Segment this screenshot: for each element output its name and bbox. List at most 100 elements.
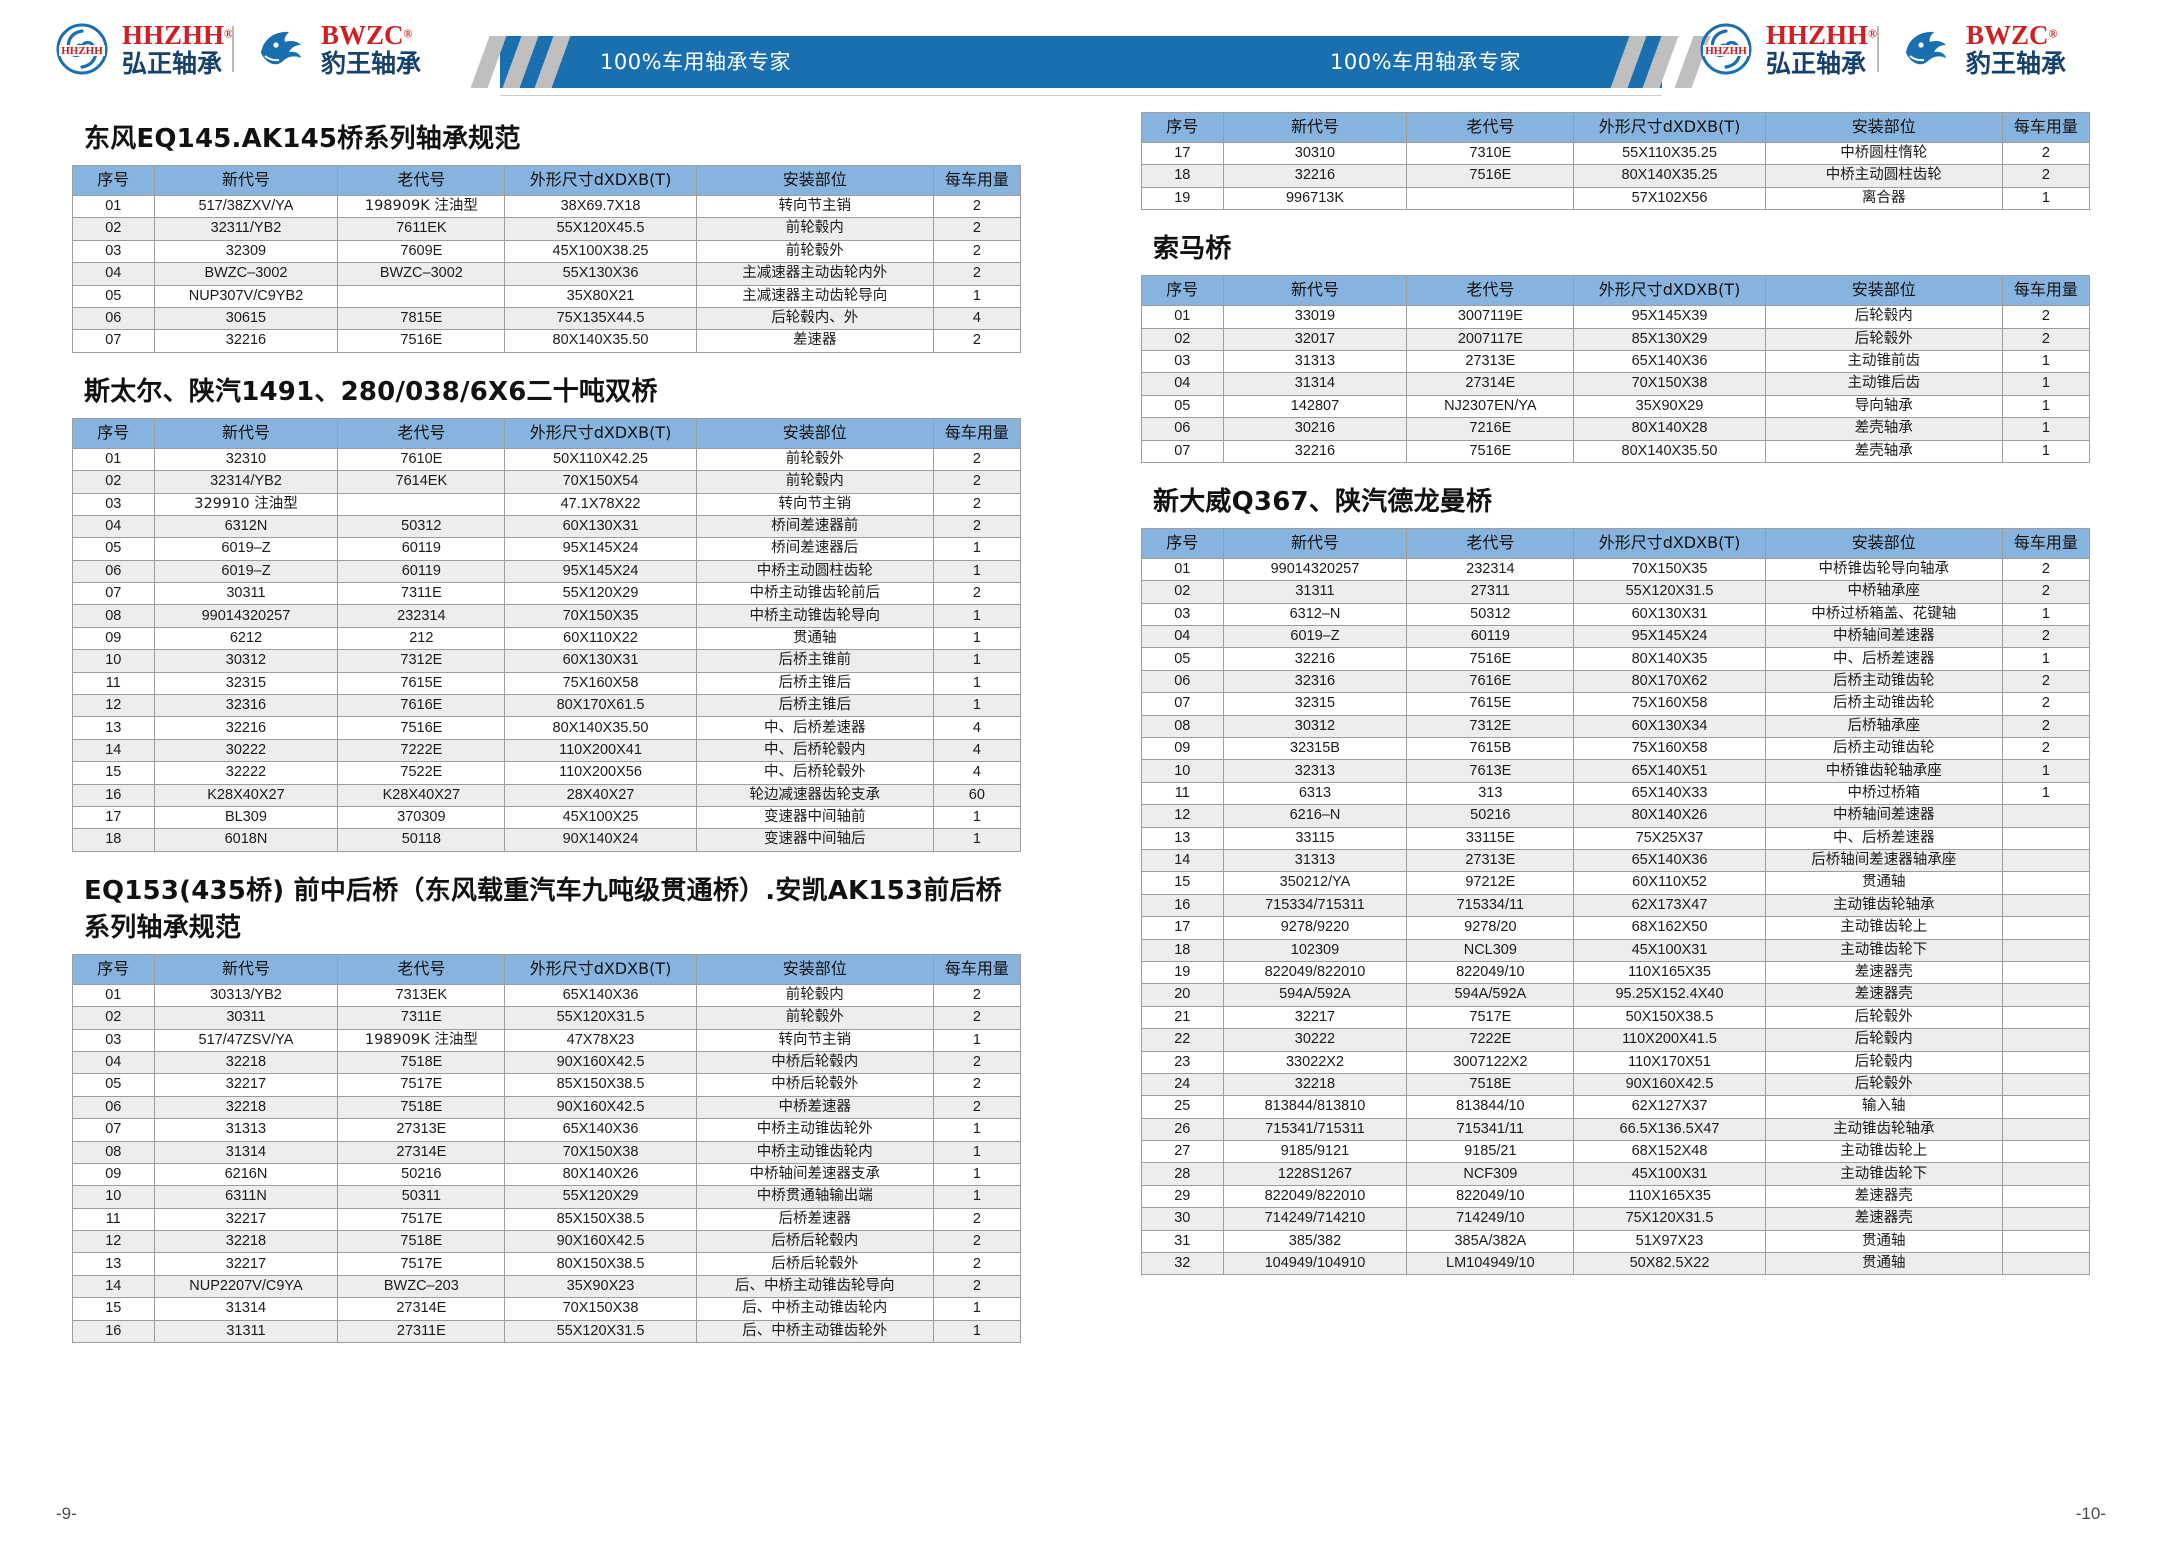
cell-no: 15 xyxy=(1141,871,1224,895)
cell-dim: 35X90X29 xyxy=(1573,394,1766,419)
cell-dim: 45X100X31 xyxy=(1573,1162,1766,1186)
cell-no: 06 xyxy=(1141,417,1224,441)
cell-no: 31 xyxy=(1141,1229,1224,1254)
table-row: 07 32315 7615E 75X160X58 后桥主动锥齿轮 2 xyxy=(1141,692,2091,716)
table-header-row: 序号 新代号 老代号 外形尺寸dXDXB(T) 安装部位 每车用量 xyxy=(1141,112,2091,143)
table-row: 14 30222 7222E 110X200X41 中、后桥轮毂内 4 xyxy=(72,738,1022,763)
cell-pos: 导向轴承 xyxy=(1764,394,2003,419)
cell-pos: 前轮毂外 xyxy=(695,447,934,472)
cell-qty: 2 xyxy=(932,1207,1022,1232)
column-header-2: 老代号 xyxy=(1406,527,1575,559)
cell-new: 32216 xyxy=(1222,647,1408,671)
column-header-0: 序号 xyxy=(72,165,155,196)
table-row: 26 715341/715311 715341/11 66.5X136.5X47 主动锥… xyxy=(1141,1117,2091,1142)
column-header-5: 每车用量 xyxy=(932,165,1022,196)
table-row: 01 33019 3007119E 95X145X39 后轮毂内 2 xyxy=(1141,305,2091,329)
cell-dim: 55X120X31.5 xyxy=(504,1006,697,1030)
cell-no: 14 xyxy=(72,738,155,763)
cell-pos: 中桥差速器 xyxy=(695,1095,934,1120)
spec-table-q367: 序号 新代号 老代号 外形尺寸dXDXB(T) 安装部位 每车用量 01 9901432025… xyxy=(1141,527,2091,1276)
cell-dim: 70X150X35 xyxy=(1573,557,1766,582)
cell-new: 30311 xyxy=(153,582,339,606)
cell-pos: 后桥后轮毂内 xyxy=(695,1230,934,1254)
cell-no: 30 xyxy=(1141,1207,1224,1231)
cell-pos: 主动锥齿轮下 xyxy=(1764,938,2003,962)
cell-pos: 中、后桥差速器 xyxy=(695,716,934,740)
cell-qty: 2 xyxy=(2001,714,2091,739)
cell-old: 7609E xyxy=(337,239,506,264)
cell-qty xyxy=(2001,848,2091,873)
cell-no: 19 xyxy=(1141,186,1224,211)
cell-new: 6313 xyxy=(1222,781,1408,806)
cell-pos: 桥间差速器后 xyxy=(695,537,934,561)
table-row: 06 32218 7518E 90X160X42.5 中桥差速器 2 xyxy=(72,1095,1022,1120)
cell-old: 198909K 注油型 xyxy=(337,194,506,219)
cell-qty: 2 xyxy=(932,1073,1022,1097)
cell-dim: 45X100X31 xyxy=(1573,938,1766,962)
cell-no: 18 xyxy=(1141,164,1224,188)
cell-old: 9278/20 xyxy=(1406,916,1575,940)
hhzhh-logo-icon: HHZHH xyxy=(56,23,108,75)
cell-new: 32017 xyxy=(1222,327,1408,351)
cell-dim: 80X140X26 xyxy=(1573,804,1766,828)
cell-old: 27314E xyxy=(337,1140,506,1164)
column-header-0: 序号 xyxy=(1141,275,1224,307)
cell-pos: 后、中桥主动锥齿轮内 xyxy=(695,1297,934,1321)
table-row: 18 6018N 50118 90X140X24 变速器中间轴后 1 xyxy=(72,828,1022,852)
cell-no: 12 xyxy=(72,694,155,718)
column-header-3: 外形尺寸dXDXB(T) xyxy=(1573,112,1766,143)
table-row: 01 30313/YB2 7313EK 65X140X36 前轮毂内 2 xyxy=(72,983,1022,1008)
cell-dim: 65X140X51 xyxy=(1573,759,1766,783)
cell-no: 04 xyxy=(72,1050,155,1075)
column-header-3: 外形尺寸dXDXB(T) xyxy=(504,953,697,985)
cell-no: 04 xyxy=(1141,625,1224,649)
cell-qty: 2 xyxy=(932,1230,1022,1254)
cell-new: 350212/YA xyxy=(1222,871,1408,895)
cell-pos: 中桥轴承座 xyxy=(1764,580,2003,604)
column-header-5: 每车用量 xyxy=(932,417,1022,449)
cell-old: 7312E xyxy=(1406,714,1575,739)
cell-new: 32216 xyxy=(153,329,339,353)
cell-old: 50216 xyxy=(1406,804,1575,828)
column-header-4: 安装部位 xyxy=(1764,527,2003,559)
cell-pos: 中、后桥轮毂外 xyxy=(695,761,934,785)
cell-dim: 50X150X38.5 xyxy=(1573,1005,1766,1030)
cell-dim: 66.5X136.5X47 xyxy=(1573,1117,1766,1142)
cell-pos: 主动锥前齿 xyxy=(1764,349,2003,374)
cell-no: 04 xyxy=(72,514,155,539)
cell-pos: 中桥过桥箱 xyxy=(1764,781,2003,806)
cell-new: 32309 xyxy=(153,239,339,264)
cell-pos: 贯通轴 xyxy=(1764,871,2003,895)
logo-divider xyxy=(232,26,234,72)
cell-dim: 75X160X58 xyxy=(1573,737,1766,761)
cell-no: 03 xyxy=(72,239,155,264)
cell-dim: 110X200X41.5 xyxy=(1573,1028,1766,1052)
cell-dim: 110X165X35 xyxy=(1573,1184,1766,1209)
column-header-4: 安装部位 xyxy=(1764,275,2003,307)
table-row: 03 6312–N 50312 60X130X31 中桥过桥箱盖、花键轴 1 xyxy=(1141,602,2091,627)
section-title-eq153: EQ153(435桥) 前中后桥（东风载重汽车九吨级贯通桥）.安凯AK153前后… xyxy=(84,875,1002,943)
cell-new: 32316 xyxy=(1222,669,1408,694)
column-header-1: 新代号 xyxy=(153,953,339,985)
cell-no: 01 xyxy=(72,194,155,219)
cell-dim: 90X160X42.5 xyxy=(504,1095,697,1120)
logo-divider xyxy=(1877,26,1879,72)
cell-qty: 2 xyxy=(2001,625,2091,649)
cell-old: 50312 xyxy=(337,514,506,539)
cell-old: 60119 xyxy=(337,559,506,584)
cell-old: BWZC–3002 xyxy=(337,262,506,286)
cell-new: 32216 xyxy=(1222,439,1408,463)
table-row: 22 30222 7222E 110X200X41.5 后轮毂内 xyxy=(1141,1028,2091,1052)
table-row: 11 6313 313 65X140X33 中桥过桥箱 1 xyxy=(1141,781,2091,806)
logo-cn-text: 豹王轴承 xyxy=(1966,49,2067,78)
table-row: 03 329910 注油型 47.1X78X22 转向节主销 2 xyxy=(72,492,1022,516)
cell-new: 31311 xyxy=(153,1319,339,1344)
cell-dim: 60X130X31 xyxy=(504,514,697,539)
cell-old: 7615E xyxy=(1406,692,1575,716)
cell-new: 102309 xyxy=(1222,938,1408,962)
table-row: 31 385/382 385A/382A 51X97X23 贯通轴 xyxy=(1141,1229,2091,1254)
cell-no: 08 xyxy=(72,1140,155,1164)
cell-no: 32 xyxy=(1141,1252,1224,1276)
table-row: 04 BWZC–3002 BWZC–3002 55X130X36 主减速器主动齿轮内外 2 xyxy=(72,262,1022,286)
cell-qty: 1 xyxy=(2001,781,2091,806)
